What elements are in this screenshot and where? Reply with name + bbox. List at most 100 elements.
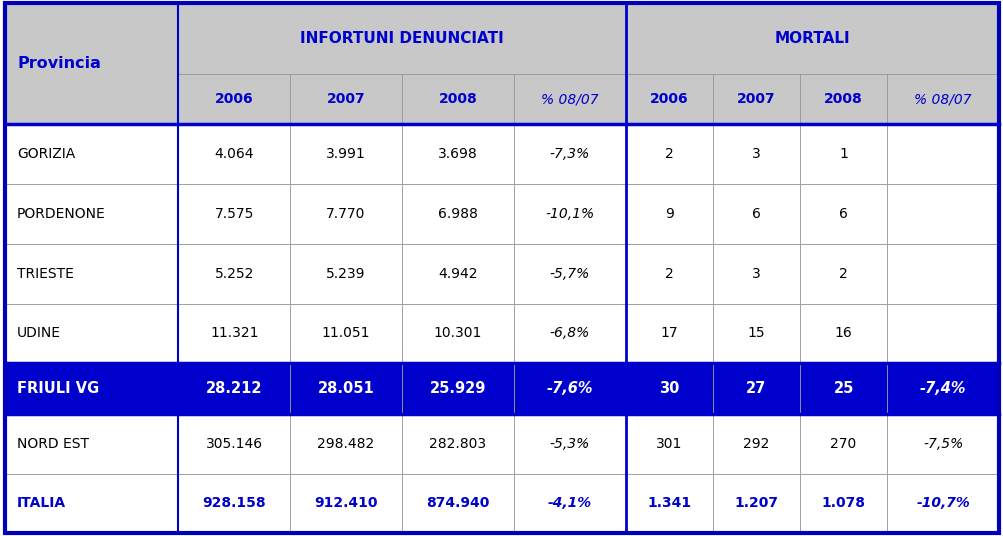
Bar (799, 244, 887, 303)
Text: 28.051: 28.051 (317, 381, 374, 396)
Text: 292: 292 (742, 437, 768, 451)
Text: 28.212: 28.212 (206, 381, 262, 396)
Bar (5, 303, 179, 363)
Bar (887, 124, 998, 184)
Bar (290, 303, 401, 363)
Bar (5, 184, 179, 244)
Text: 6: 6 (839, 207, 848, 221)
Bar (514, 414, 625, 474)
Bar (179, 363, 290, 414)
Text: % 08/07: % 08/07 (541, 92, 598, 106)
Bar (401, 363, 514, 414)
Text: 11.321: 11.321 (210, 326, 258, 340)
Bar (625, 474, 712, 533)
Bar (887, 244, 998, 303)
Bar (401, 244, 514, 303)
Text: 2008: 2008 (438, 92, 476, 106)
Bar (712, 474, 799, 533)
Bar (290, 363, 401, 414)
Bar (625, 414, 712, 474)
Bar (179, 184, 290, 244)
Text: 15: 15 (747, 326, 764, 340)
Bar (514, 74, 625, 124)
Bar (887, 474, 998, 533)
Bar (514, 303, 625, 363)
Text: 1: 1 (839, 147, 848, 161)
Text: 6.988: 6.988 (437, 207, 477, 221)
Text: -4,1%: -4,1% (547, 496, 591, 510)
Text: -7,5%: -7,5% (922, 437, 962, 451)
Text: 4.064: 4.064 (215, 147, 254, 161)
Text: 30: 30 (658, 381, 679, 396)
Text: PORDENONE: PORDENONE (17, 207, 105, 221)
Text: -5,7%: -5,7% (549, 267, 589, 281)
Text: 3.698: 3.698 (437, 147, 477, 161)
Bar (625, 244, 712, 303)
Text: 2007: 2007 (326, 92, 365, 106)
Text: NORD EST: NORD EST (17, 437, 89, 451)
Text: 1.341: 1.341 (647, 496, 690, 510)
Text: -5,3%: -5,3% (549, 437, 589, 451)
Bar (799, 363, 887, 414)
Text: 2: 2 (664, 267, 673, 281)
Text: -10,7%: -10,7% (916, 496, 969, 510)
Bar (887, 363, 998, 414)
Text: 3.991: 3.991 (326, 147, 365, 161)
Text: 1.078: 1.078 (820, 496, 865, 510)
Bar (290, 184, 401, 244)
Text: 11.051: 11.051 (321, 326, 370, 340)
Text: TRIESTE: TRIESTE (17, 267, 74, 281)
Bar (5, 363, 179, 414)
Text: MORTALI: MORTALI (773, 31, 850, 46)
Bar (179, 3, 625, 74)
Text: 2006: 2006 (215, 92, 254, 106)
Bar (290, 414, 401, 474)
Text: 7.770: 7.770 (326, 207, 365, 221)
Bar (401, 74, 514, 124)
Bar (712, 124, 799, 184)
Bar (712, 244, 799, 303)
Bar (887, 74, 998, 124)
Text: -7,4%: -7,4% (919, 381, 965, 396)
Text: 298.482: 298.482 (317, 437, 374, 451)
Bar (625, 74, 712, 124)
Text: 7.575: 7.575 (215, 207, 254, 221)
Bar (179, 244, 290, 303)
Bar (514, 244, 625, 303)
Bar (887, 303, 998, 363)
Bar (887, 184, 998, 244)
Bar (5, 3, 179, 124)
Text: GORIZIA: GORIZIA (17, 147, 75, 161)
Text: 25.929: 25.929 (429, 381, 485, 396)
Bar (712, 414, 799, 474)
Text: UDINE: UDINE (17, 326, 61, 340)
Text: -10,1%: -10,1% (545, 207, 594, 221)
Bar (290, 124, 401, 184)
Text: 912.410: 912.410 (314, 496, 377, 510)
Text: 9: 9 (664, 207, 673, 221)
Bar (799, 474, 887, 533)
Bar (179, 74, 290, 124)
Text: 301: 301 (655, 437, 682, 451)
Bar (625, 303, 712, 363)
Text: 25: 25 (832, 381, 853, 396)
Text: 3: 3 (751, 267, 760, 281)
Bar (799, 74, 887, 124)
Text: 2: 2 (664, 147, 673, 161)
Text: 17: 17 (660, 326, 677, 340)
Text: 6: 6 (751, 207, 760, 221)
Text: 270: 270 (829, 437, 856, 451)
Bar (799, 303, 887, 363)
Bar (179, 414, 290, 474)
Bar (179, 124, 290, 184)
Bar (887, 414, 998, 474)
Bar (799, 124, 887, 184)
Bar (5, 474, 179, 533)
Text: % 08/07: % 08/07 (914, 92, 971, 106)
Text: 10.301: 10.301 (433, 326, 481, 340)
Bar (514, 363, 625, 414)
Bar (401, 474, 514, 533)
Bar (625, 3, 998, 74)
Text: 4.942: 4.942 (437, 267, 477, 281)
Bar (625, 184, 712, 244)
